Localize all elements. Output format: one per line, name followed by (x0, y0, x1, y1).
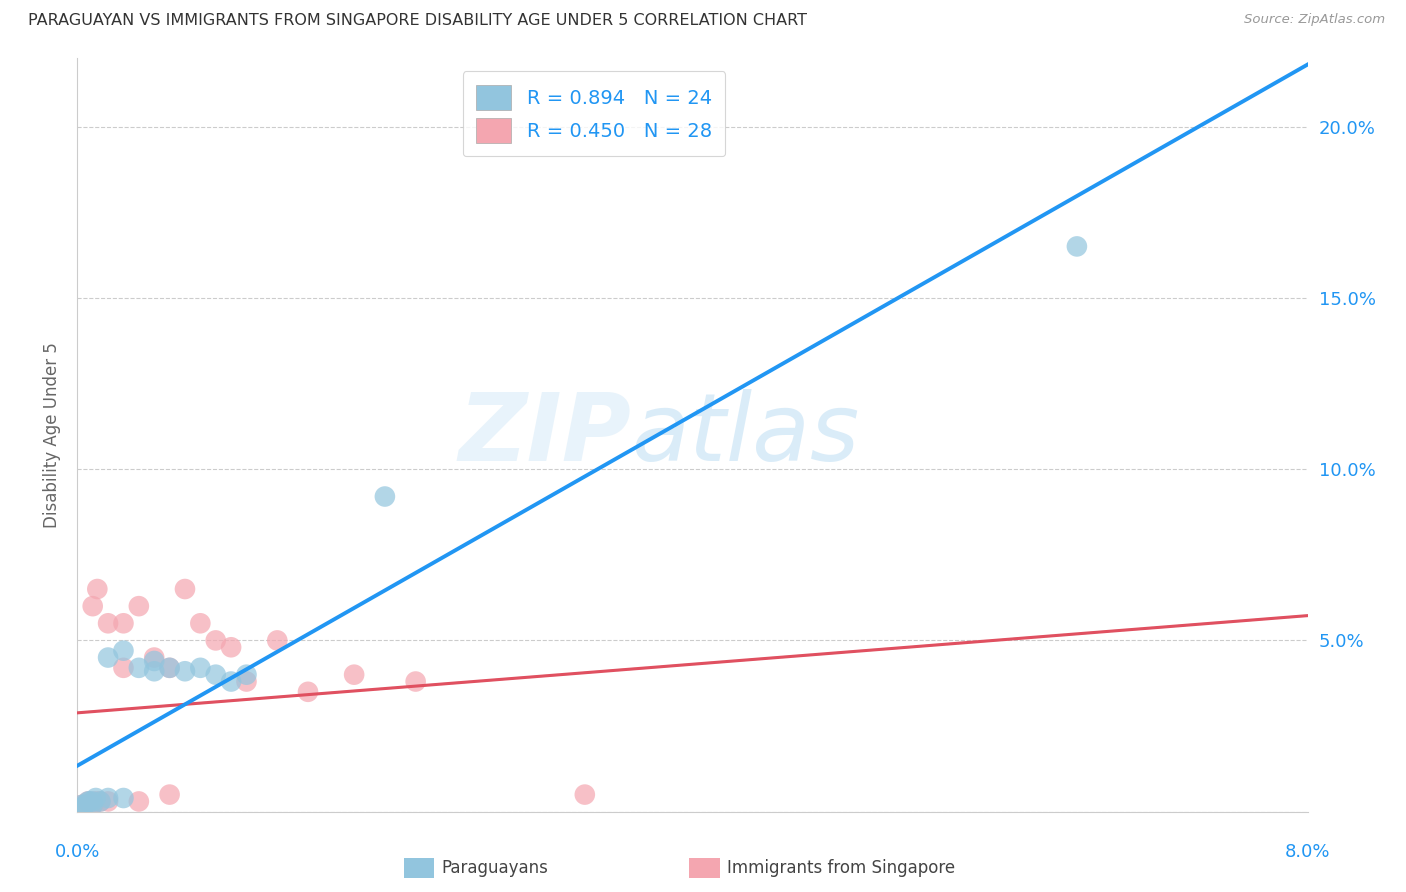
Legend: R = 0.894   N = 24, R = 0.450   N = 28: R = 0.894 N = 24, R = 0.450 N = 28 (463, 71, 725, 156)
Point (97, 794, 120, 808)
Point (82, 797, 104, 812)
Point (128, 794, 150, 808)
Point (190, 616, 212, 631)
Text: PARAGUAYAN VS IMMIGRANTS FROM SINGAPORE DISABILITY AGE UNDER 5 CORRELATION CHART: PARAGUAYAN VS IMMIGRANTS FROM SINGAPORE … (28, 13, 807, 29)
Text: atlas: atlas (631, 389, 859, 481)
Text: 8.0%: 8.0% (1285, 843, 1330, 861)
Point (112, 791, 135, 805)
Point (70, 797, 93, 812)
Point (143, 650, 166, 665)
Point (235, 674, 257, 689)
Point (143, 654, 166, 668)
Point (159, 661, 181, 675)
Point (204, 633, 226, 648)
Text: Immigrants from Singapore: Immigrants from Singapore (727, 859, 955, 877)
Point (159, 661, 181, 675)
Point (219, 674, 242, 689)
Point (77, 794, 100, 808)
Point (190, 661, 212, 675)
Point (297, 685, 319, 699)
Point (82, 599, 104, 614)
Point (73, 797, 96, 812)
Point (219, 640, 242, 655)
Y-axis label: Disability Age Under 5: Disability Age Under 5 (44, 342, 62, 528)
Point (82, 794, 104, 808)
Text: Source: ZipAtlas.com: Source: ZipAtlas.com (1244, 13, 1385, 27)
Point (79, 794, 101, 808)
Point (235, 667, 257, 681)
Point (405, 674, 427, 689)
Point (70, 797, 93, 812)
Text: 0.0%: 0.0% (55, 843, 100, 861)
Point (84, 794, 107, 808)
Point (174, 665, 197, 679)
Point (159, 788, 181, 802)
Point (174, 582, 197, 596)
Point (86, 582, 108, 596)
Point (97, 650, 120, 665)
Point (89, 794, 111, 808)
Point (77, 794, 100, 808)
Point (97, 791, 120, 805)
Point (97, 616, 120, 631)
Point (112, 661, 135, 675)
Point (128, 661, 150, 675)
Point (69, 801, 91, 815)
Point (89, 794, 111, 808)
Point (112, 643, 135, 657)
Point (84, 791, 107, 805)
Point (69, 801, 91, 815)
Point (82, 797, 104, 812)
Point (574, 788, 596, 802)
Point (128, 599, 150, 614)
Point (112, 616, 135, 631)
Point (1066, 239, 1088, 253)
Point (343, 667, 366, 681)
Point (266, 633, 288, 648)
Point (143, 665, 166, 679)
Point (73, 797, 96, 812)
Text: ZIP: ZIP (458, 389, 631, 481)
Point (204, 667, 226, 681)
Point (374, 490, 396, 504)
Text: Paraguayans: Paraguayans (441, 859, 548, 877)
